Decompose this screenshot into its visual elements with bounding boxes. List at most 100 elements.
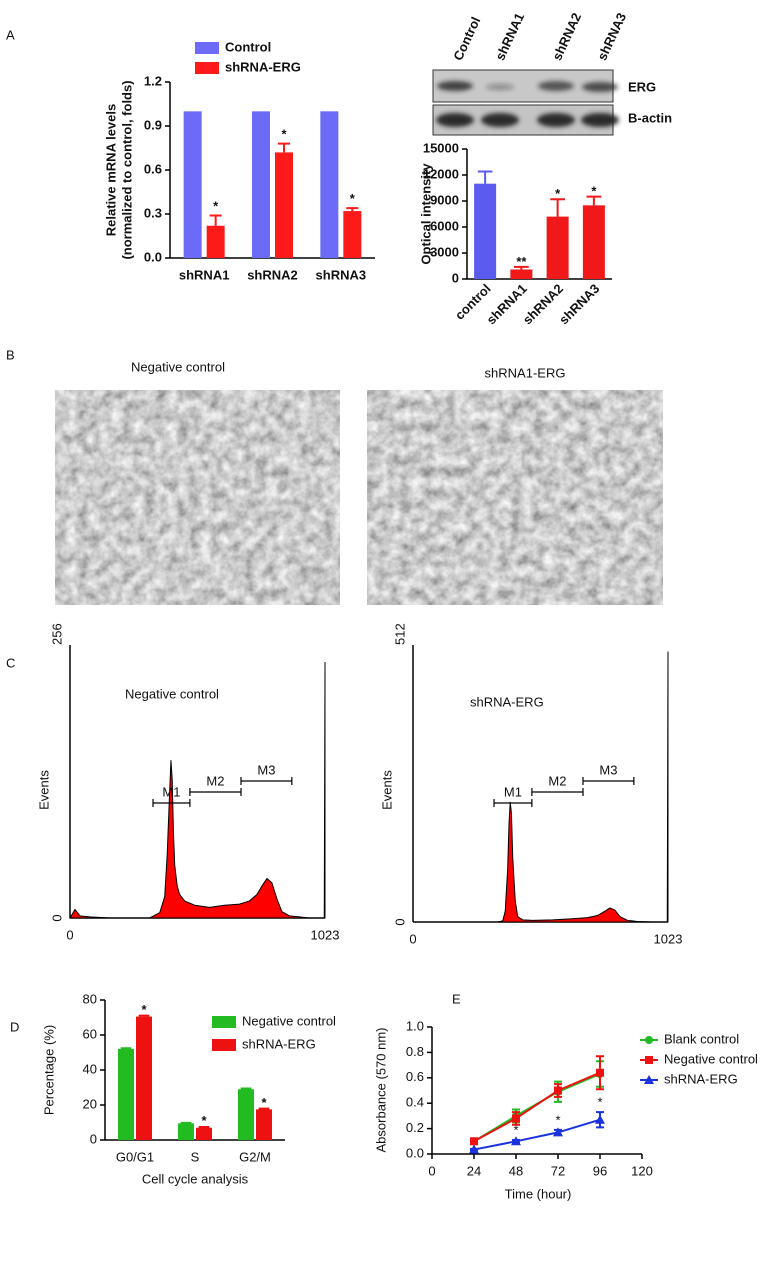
legend-swatch — [212, 1016, 236, 1028]
y-tick-label: 20 — [83, 1096, 97, 1111]
gate-label: M2 — [206, 773, 224, 788]
marker — [469, 1144, 479, 1154]
error-bar — [209, 214, 222, 226]
significance-mark: * — [555, 1112, 560, 1127]
y-tick-label: 60 — [83, 1026, 97, 1041]
x-tick-label: 1023 — [311, 927, 340, 942]
chart-title: shRNA-ERG — [470, 694, 544, 709]
gate-marker — [582, 777, 635, 785]
bar — [582, 205, 605, 279]
y-tick-label: 0.4 — [406, 1095, 424, 1110]
bar — [343, 211, 362, 258]
x-tick-label: 0 — [409, 931, 416, 946]
y-tick-label: 3000 — [430, 244, 459, 259]
lane-label: shRNA2 — [549, 11, 584, 63]
significance-mark: * — [350, 191, 356, 206]
significance-mark: * — [281, 127, 287, 142]
lane-label: Control — [450, 14, 483, 62]
image-caption: Negative control — [131, 359, 225, 374]
bar — [474, 183, 497, 279]
legend-label: Negative control — [242, 1013, 336, 1028]
legend-swatch — [195, 42, 219, 54]
significance-mark: * — [555, 186, 561, 201]
y-tick-label: 0 — [392, 918, 407, 925]
lane-label: shRNA1 — [492, 11, 527, 63]
gate-marker — [152, 799, 191, 807]
micrograph — [367, 390, 663, 605]
error-bar — [180, 1121, 192, 1124]
y-tick-label: 0.6 — [406, 1069, 424, 1084]
gate-label: M3 — [257, 762, 275, 777]
y-tick-label: 0 — [452, 270, 459, 285]
gate-marker — [493, 799, 533, 807]
bar — [118, 1049, 134, 1140]
line — [473, 1071, 601, 1143]
gate-label: M2 — [548, 773, 566, 788]
panel-label: A — [6, 27, 15, 42]
x-tick-label: G0/G1 — [116, 1149, 154, 1164]
legend-label: Control — [225, 39, 271, 54]
y-tick-label: 0.2 — [406, 1120, 424, 1135]
y-axis-label: Events — [379, 770, 394, 810]
error-bar — [278, 142, 290, 153]
bar — [206, 225, 225, 258]
y-tick-label: 12000 — [423, 166, 459, 181]
y-tick-label: 40 — [83, 1061, 97, 1076]
y-tick-label: 15000 — [423, 140, 459, 155]
row-label: ERG — [628, 79, 656, 94]
legend-label: shRNA-ERG — [664, 1071, 738, 1086]
marker — [645, 1056, 653, 1064]
y-axis-label: Percentage (%) — [41, 1025, 56, 1115]
x-axis-label: Cell cycle analysis — [142, 1171, 249, 1186]
significance-mark: * — [591, 184, 597, 199]
bar — [196, 1127, 212, 1140]
x-tick-label: shRNA1 — [179, 267, 230, 282]
legend-label: Blank control — [664, 1031, 739, 1046]
y-tick-label: 0.0 — [144, 249, 162, 264]
gate-label: M1 — [504, 784, 522, 799]
micrograph — [55, 390, 340, 605]
bar — [178, 1123, 194, 1140]
x-tick-label: 0 — [66, 927, 73, 942]
bar — [252, 111, 270, 258]
x-tick-label: 0 — [428, 1163, 435, 1178]
x-tick-label: 48 — [509, 1163, 523, 1178]
y-axis-label: (normalized to control, folds) — [119, 80, 134, 259]
panel-label: E — [452, 991, 461, 1006]
y-axis-label: Absorbance (570 nm) — [373, 1027, 388, 1152]
y-tick-label: 1.0 — [406, 1018, 424, 1033]
error-bar — [586, 195, 602, 206]
gate-marker — [531, 788, 584, 796]
marker — [553, 1127, 563, 1137]
x-tick-label: shRNA3 — [316, 267, 367, 282]
error-bar — [198, 1126, 210, 1129]
legend-label: shRNA-ERG — [242, 1036, 316, 1051]
significance-mark: * — [261, 1095, 267, 1110]
error-bar — [550, 198, 565, 217]
y-axis-label: Optical intensity — [418, 163, 433, 265]
error-bar — [120, 1047, 132, 1050]
gate-marker — [189, 788, 242, 796]
significance-mark: * — [513, 1122, 518, 1137]
x-tick-label: 1023 — [654, 931, 683, 946]
bar — [238, 1089, 254, 1140]
y-tick-label: 0.8 — [406, 1044, 424, 1059]
lane-label: shRNA3 — [594, 11, 629, 63]
histogram-area — [413, 651, 669, 923]
x-tick-label: 24 — [467, 1163, 481, 1178]
y-tick-label: 0.6 — [144, 161, 162, 176]
legend-swatch — [212, 1039, 236, 1051]
bar — [546, 216, 569, 279]
y-tick-label: 256 — [49, 623, 64, 645]
y-tick-label: 0 — [49, 914, 64, 921]
x-tick-label: G2/M — [239, 1149, 271, 1164]
marker — [596, 1068, 604, 1077]
y-axis-label: Events — [36, 770, 51, 810]
bar — [510, 269, 533, 279]
legend-label: Negative control — [664, 1051, 758, 1066]
gate-label: M1 — [162, 784, 180, 799]
y-tick-label: 0.0 — [406, 1145, 424, 1160]
y-tick-label: 1.2 — [144, 73, 162, 88]
y-tick-label: 0.3 — [144, 205, 162, 220]
